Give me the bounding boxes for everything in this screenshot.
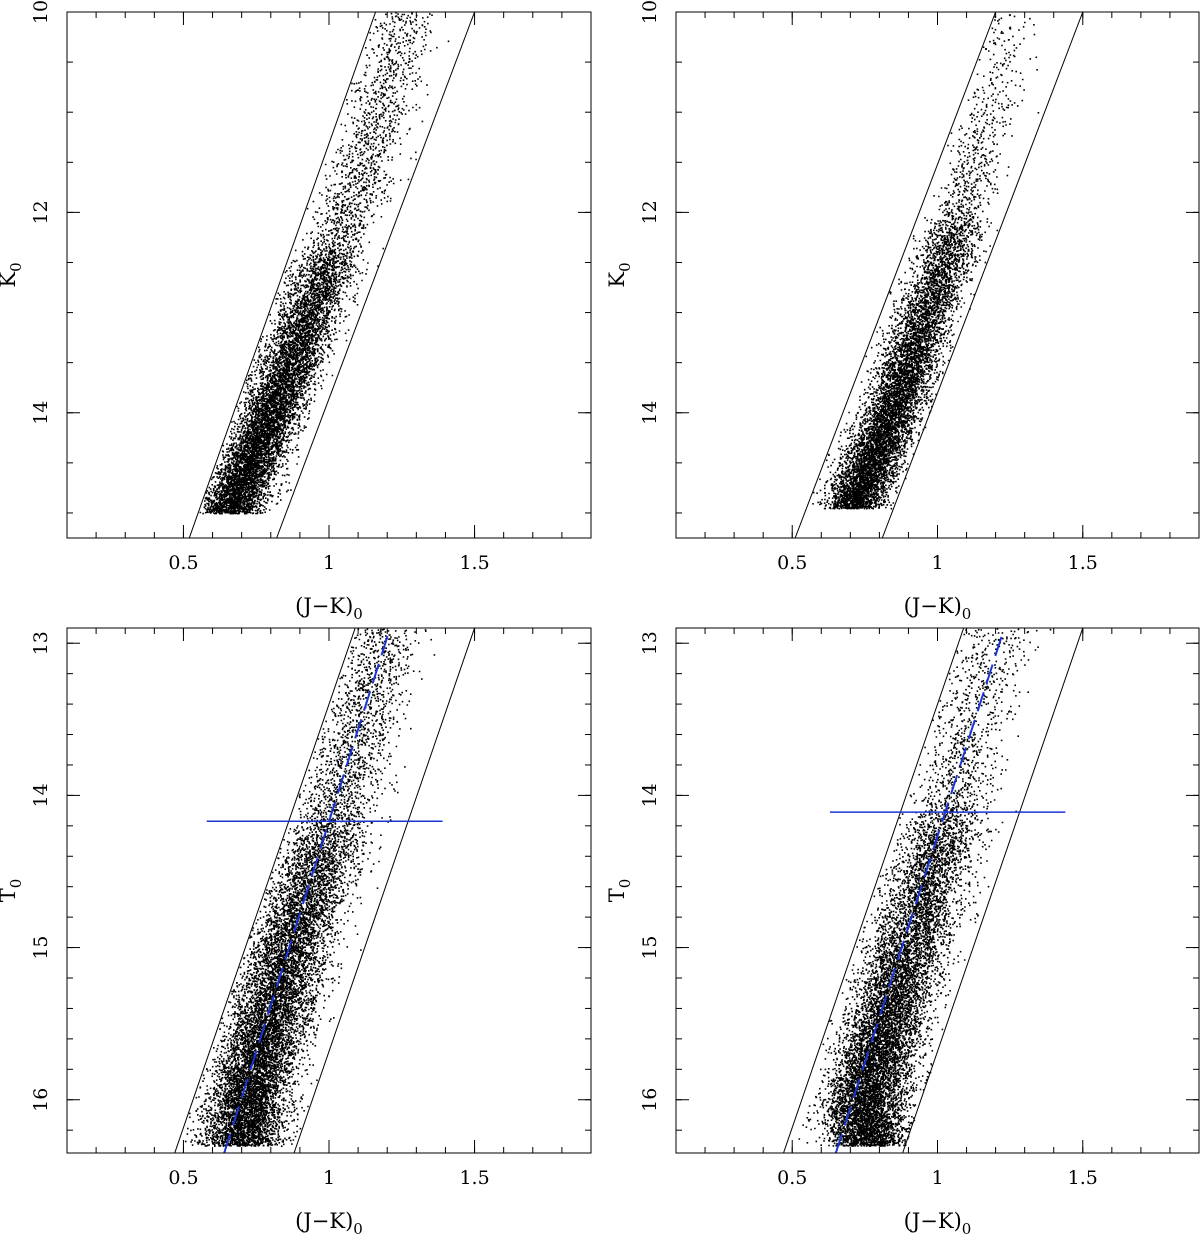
x-axis-label: (J−K)0 <box>904 1209 972 1237</box>
chart-panel-bottom-left: 0.5 1 1.5 13 14 15 16 (J−K)0 T0 <box>0 627 592 1237</box>
x-tick-label: 1.5 <box>459 1167 489 1189</box>
y-tick-label: 15 <box>639 935 661 959</box>
chart-panel-top-right: 0.5 1 1.5 10 12 14 (J−K)0 K0 <box>605 0 1200 623</box>
star-point <box>184 628 436 1147</box>
y-axis-label: T0 <box>605 879 634 903</box>
y-tick-label: 14 <box>639 783 661 807</box>
selection-boundary-line <box>174 628 356 1153</box>
selection-boundary-line <box>881 12 1084 538</box>
selection-boundary-line <box>276 12 476 538</box>
y-tick-label: 13 <box>30 631 52 655</box>
y-tick-label: 15 <box>30 935 52 959</box>
x-tick-label: 1.5 <box>1068 552 1098 574</box>
y-tick-label: 16 <box>30 1088 52 1112</box>
x-tick-label: 0.5 <box>168 552 198 574</box>
star-points <box>812 14 1040 510</box>
y-tick-label: 16 <box>639 1088 661 1112</box>
star-point <box>798 628 1052 1147</box>
x-tick-label: 1 <box>323 1167 335 1189</box>
chart-panel-top-left: 0.5 1 1.5 10 12 14 (J−K)0 K0 <box>0 0 592 623</box>
y-tick-label: 14 <box>30 783 52 807</box>
y-axis-label: K0 <box>0 262 25 287</box>
x-tick-label: 1 <box>931 552 943 574</box>
rgb-fit-dashed-line <box>223 628 392 1153</box>
y-tick-label: 12 <box>30 200 52 224</box>
x-tick-label: 0.5 <box>777 552 807 574</box>
y-tick-label: 10 <box>30 0 52 24</box>
x-axis-label: (J−K)0 <box>295 1209 363 1237</box>
x-axis-label: (J−K)0 <box>904 594 972 623</box>
y-axis-label: T0 <box>0 879 25 903</box>
x-tick-label: 0.5 <box>168 1167 198 1189</box>
selection-boundary-line <box>783 628 965 1153</box>
star-point <box>812 14 1040 510</box>
y-tick-label: 10 <box>639 0 661 24</box>
rgb-fit-dashed-line <box>834 628 1006 1153</box>
x-tick-label: 1 <box>931 1167 943 1189</box>
y-tick-label: 13 <box>639 631 661 655</box>
selection-boundary-line <box>794 12 997 538</box>
y-tick-label: 12 <box>639 200 661 224</box>
y-axis-label: K0 <box>605 262 634 287</box>
star-points <box>798 628 1052 1147</box>
selection-boundary-line <box>902 628 1084 1153</box>
x-axis-label: (J−K)0 <box>295 594 363 623</box>
y-tick-label: 14 <box>30 401 52 425</box>
x-tick-label: 1.5 <box>459 552 489 574</box>
x-tick-label: 1 <box>323 552 335 574</box>
star-point <box>199 12 450 515</box>
selection-boundary-line <box>188 12 377 538</box>
selection-boundary-line <box>293 628 476 1153</box>
y-tick-label: 14 <box>639 401 661 425</box>
star-points <box>199 12 450 515</box>
x-tick-label: 0.5 <box>777 1167 807 1189</box>
chart-panel-bottom-right: 0.5 1 1.5 13 14 15 16 (J−K)0 T0 <box>605 627 1200 1237</box>
x-tick-label: 1.5 <box>1068 1167 1098 1189</box>
star-points <box>184 628 436 1147</box>
